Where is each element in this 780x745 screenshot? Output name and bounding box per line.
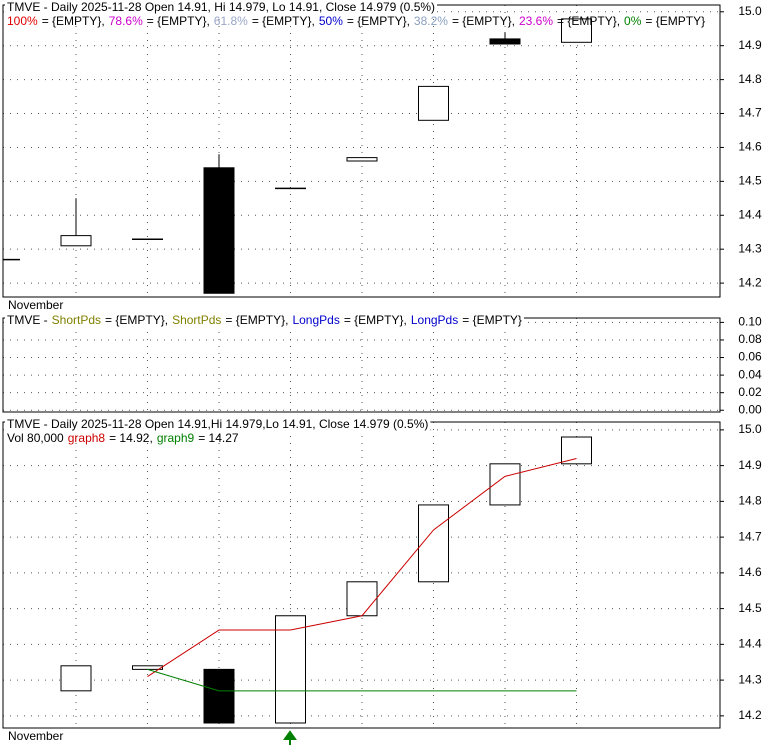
y-tick-label: 14.7	[738, 106, 762, 120]
header-bg	[5, 0, 438, 15]
header: TMVE - ShortPds = {EMPTY}, ShortPds = {EMPTY…	[7, 313, 522, 327]
buy-arrow	[283, 730, 297, 745]
y-tick-label: 0.04	[738, 367, 762, 381]
legend-name: 0%	[624, 14, 642, 28]
y-tick-label: 0.08	[738, 332, 762, 346]
legend-name: LongPds	[411, 313, 458, 327]
candle-body	[275, 187, 306, 190]
y-tick-label: 15.0	[738, 4, 762, 18]
legend-value: = {EMPTY},	[344, 313, 407, 327]
x-label: November	[8, 729, 63, 743]
legend-name: 38.2%	[414, 14, 448, 28]
legend-value: = {EMPTY}	[462, 313, 522, 327]
legend-value: = 14.27	[198, 431, 239, 445]
candle-body	[132, 238, 163, 241]
candle-body	[275, 615, 306, 724]
candle-body	[60, 235, 92, 247]
y-tick-label: 0.10	[738, 315, 762, 329]
y-tick-label: 14.6	[738, 565, 762, 579]
y-tick-label: 14.5	[738, 174, 762, 188]
y-tick-label: 0.06	[738, 350, 762, 364]
y-tick-label: 14.5	[738, 601, 762, 615]
y-tick-label: 14.2	[738, 275, 762, 289]
legend-name: graph8	[68, 431, 106, 445]
header-bg	[5, 313, 524, 328]
legend-name: 61.8%	[214, 14, 248, 28]
candle-body	[203, 167, 235, 294]
volume: Vol 80,000	[7, 431, 64, 445]
legend-value: = {EMPTY}	[645, 14, 705, 28]
legend-name: 23.6%	[519, 14, 553, 28]
legend-name: graph9	[157, 431, 195, 445]
candle-body	[203, 668, 235, 724]
legend-name: 78.6%	[109, 14, 143, 28]
series-line	[147, 457, 577, 677]
header-bg	[5, 417, 431, 432]
candle-body	[418, 504, 449, 583]
candle-body	[132, 665, 163, 670]
candle-body	[418, 85, 449, 121]
candle-body	[346, 157, 378, 162]
candle-body	[489, 38, 521, 45]
y-tick-label: 0.00	[738, 402, 762, 416]
header: TMVE - Daily 2025-11-28 Open 14.91, Hi 1…	[7, 0, 435, 14]
legend-name: ShortPds	[172, 313, 221, 327]
legend-name: 50%	[319, 14, 343, 28]
candle-body	[3, 258, 20, 261]
legend: 100% = {EMPTY}, 78.6% = {EMPTY}, 61.8% = {EMP…	[7, 14, 705, 28]
legend-value: = {EMPTY},	[557, 14, 620, 28]
y-tick-label: 14.9	[738, 458, 762, 472]
y-tick-label: 14.8	[738, 494, 762, 508]
header: TMVE - Daily 2025-11-28 Open 14.91,Hi 14…	[7, 417, 428, 431]
y-tick-label: 14.3	[738, 672, 762, 686]
candle-body	[561, 436, 592, 465]
legend-value: = {EMPTY},	[225, 313, 288, 327]
series-line	[147, 668, 577, 692]
legend-value: = {EMPTY},	[42, 14, 105, 28]
panel	[3, 5, 720, 297]
y-tick-label: 14.3	[738, 241, 762, 255]
legend-name: 100%	[7, 14, 38, 28]
legend-value: = {EMPTY},	[147, 14, 210, 28]
legend-value: = {EMPTY},	[105, 313, 168, 327]
y-tick-label: 15.0	[738, 422, 762, 436]
x-label: November	[8, 298, 63, 312]
y-tick-label: 14.6	[738, 140, 762, 154]
y-tick-label: 0.02	[738, 385, 762, 399]
candle-body	[561, 18, 592, 43]
candle-body	[346, 581, 378, 617]
y-tick-label: 14.2	[738, 708, 762, 722]
legend-value: = {EMPTY},	[252, 14, 315, 28]
legend: Vol 80,000 graph8 = 14.92, graph9 = 14.27	[7, 431, 239, 445]
y-tick-label: 14.7	[738, 529, 762, 543]
candle-body	[60, 665, 92, 692]
header-title: TMVE - Daily 2025-11-28 Open 14.91,Hi 14…	[7, 417, 428, 431]
legend-value: = 14.92,	[109, 431, 153, 445]
legend-name: LongPds	[292, 313, 339, 327]
legend-value: = {EMPTY},	[452, 14, 515, 28]
legend-name: ShortPds	[52, 313, 101, 327]
header-title: TMVE - Daily 2025-11-28 Open 14.91, Hi 1…	[7, 0, 435, 14]
y-tick-label: 14.8	[738, 72, 762, 86]
header-title: TMVE -	[7, 313, 48, 327]
y-tick-label: 14.9	[738, 38, 762, 52]
legend-value: = {EMPTY},	[347, 14, 410, 28]
candle-body	[489, 463, 521, 506]
y-tick-label: 14.4	[738, 637, 762, 651]
y-tick-label: 14.4	[738, 207, 762, 221]
